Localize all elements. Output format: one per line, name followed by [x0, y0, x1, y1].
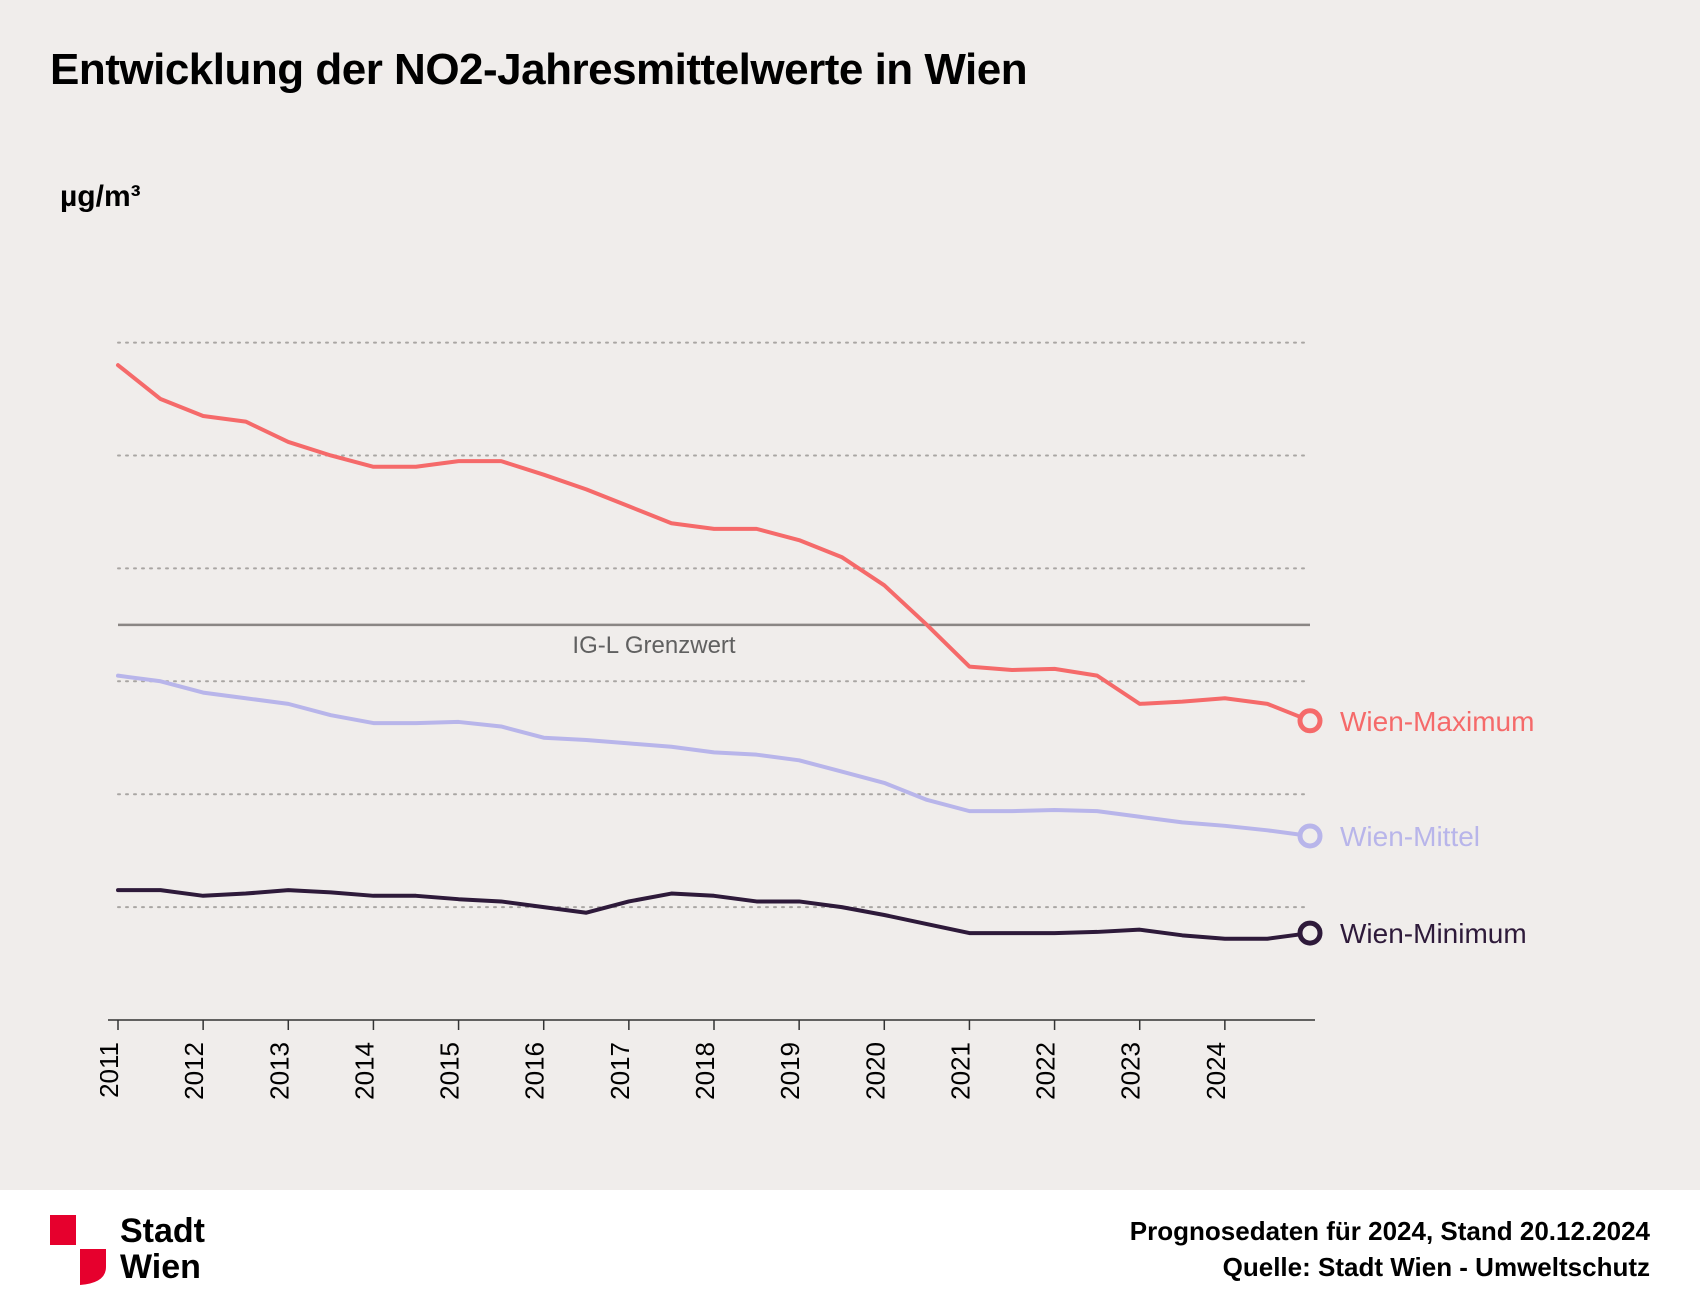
series-line — [118, 890, 1310, 939]
footer-credits: Prognosedaten für 2024, Stand 20.12.2024… — [1130, 1214, 1650, 1284]
x-tick-label: 2015 — [435, 1042, 465, 1100]
x-tick-label: 2011 — [100, 1042, 124, 1098]
logo-line1: Stadt — [120, 1214, 205, 1250]
footer: Stadt Wien Prognosedaten für 2024, Stand… — [0, 1190, 1700, 1309]
x-tick-label: 2012 — [179, 1042, 209, 1100]
end-marker — [1300, 826, 1320, 846]
series-label: Wien-Maximum — [1340, 706, 1534, 737]
logo-line2: Wien — [120, 1250, 205, 1286]
footer-line1: Prognosedaten für 2024, Stand 20.12.2024 — [1130, 1214, 1650, 1249]
chart-container: Entwicklung der NO2-Jahresmittelwerte in… — [0, 0, 1700, 1190]
x-tick-label: 2014 — [349, 1042, 379, 1100]
x-tick-label: 2023 — [1116, 1042, 1146, 1100]
series-line — [118, 365, 1310, 721]
line-chart: 0102030405060IG-L GrenzwertWien-MaximumW… — [100, 320, 1660, 1170]
x-tick-label: 2013 — [264, 1042, 294, 1100]
x-tick-label: 2024 — [1201, 1042, 1231, 1100]
y-axis-label: µg/m³ — [60, 180, 1650, 214]
x-tick-label: 2017 — [605, 1042, 635, 1100]
x-tick-label: 2020 — [860, 1042, 890, 1100]
x-tick-label: 2021 — [945, 1042, 975, 1100]
series-label: Wien-Mittel — [1340, 821, 1480, 852]
end-marker — [1300, 711, 1320, 731]
x-tick-label: 2022 — [1031, 1042, 1061, 1100]
chart-title: Entwicklung der NO2-Jahresmittelwerte in… — [50, 45, 1650, 95]
threshold-label: IG-L Grenzwert — [572, 632, 735, 659]
footer-line2: Quelle: Stadt Wien - Umweltschutz — [1130, 1250, 1650, 1285]
end-marker — [1300, 923, 1320, 943]
logo-text: Stadt Wien — [120, 1214, 205, 1285]
x-tick-label: 2016 — [520, 1042, 550, 1100]
shield-icon — [50, 1215, 106, 1285]
stadt-wien-logo: Stadt Wien — [50, 1214, 205, 1285]
series-label: Wien-Minimum — [1340, 918, 1527, 949]
x-tick-label: 2018 — [690, 1042, 720, 1100]
x-tick-label: 2019 — [775, 1042, 805, 1100]
